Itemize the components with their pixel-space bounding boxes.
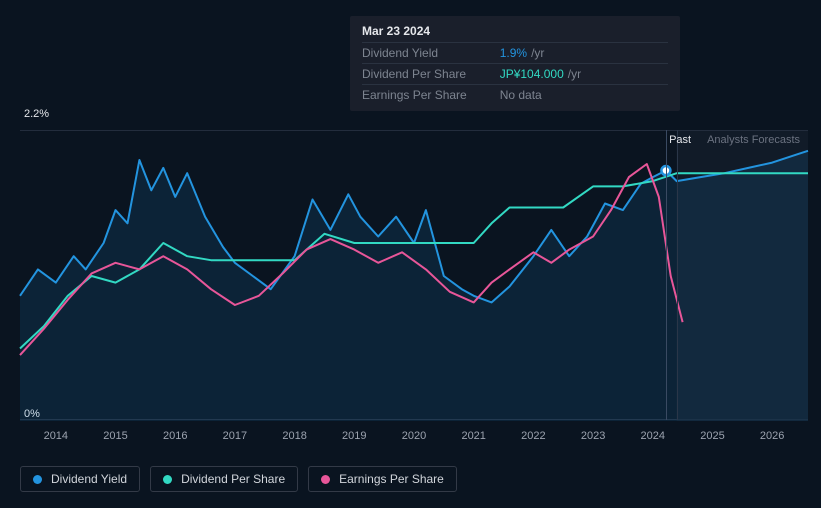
y-axis-max-label: 2.2% <box>24 108 49 120</box>
legend-dot-icon <box>163 475 172 484</box>
legend-dividend_yield[interactable]: Dividend Yield <box>20 466 140 492</box>
chart-tooltip: Mar 23 2024 Dividend Yield1.9%/yrDividen… <box>350 16 680 111</box>
legend-dot-icon <box>33 475 42 484</box>
legend-dividend_per_share[interactable]: Dividend Per Share <box>150 466 298 492</box>
chart-svg <box>20 131 808 421</box>
x-tick-2024: 2024 <box>641 430 665 442</box>
x-tick-2016: 2016 <box>163 430 187 442</box>
x-tick-2015: 2015 <box>103 430 127 442</box>
x-tick-2018: 2018 <box>282 430 306 442</box>
legend-earnings_per_share[interactable]: Earnings Per Share <box>308 466 457 492</box>
chart-area[interactable] <box>20 130 808 420</box>
legend-label: Dividend Yield <box>51 472 127 486</box>
hover-marker <box>666 130 667 420</box>
x-axis-labels: 2014 2015 2016 2017 2018 2019 2020 2021 2022 2023… <box>20 430 808 450</box>
x-tick-2025: 2025 <box>700 430 724 442</box>
legend-label: Dividend Per Share <box>181 472 285 486</box>
legend-label: Earnings Per Share <box>339 472 444 486</box>
tooltip-date: Mar 23 2024 <box>362 24 668 38</box>
tab-forecasts[interactable]: Analysts Forecasts <box>699 130 808 150</box>
tooltip-table: Dividend Yield1.9%/yrDividend Per ShareJ… <box>362 42 668 105</box>
period-tabs: Past Analysts Forecasts <box>661 130 808 150</box>
x-tick-2019: 2019 <box>342 430 366 442</box>
x-tick-2022: 2022 <box>521 430 545 442</box>
x-tick-2021: 2021 <box>461 430 485 442</box>
x-tick-2020: 2020 <box>402 430 426 442</box>
legend: Dividend Yield Dividend Per Share Earnings… <box>20 466 457 492</box>
past-forecast-divider <box>677 130 678 420</box>
legend-dot-icon <box>321 475 330 484</box>
x-tick-2014: 2014 <box>44 430 68 442</box>
x-tick-2026: 2026 <box>760 430 784 442</box>
x-tick-2023: 2023 <box>581 430 605 442</box>
x-tick-2017: 2017 <box>223 430 247 442</box>
tab-past[interactable]: Past <box>661 130 699 150</box>
